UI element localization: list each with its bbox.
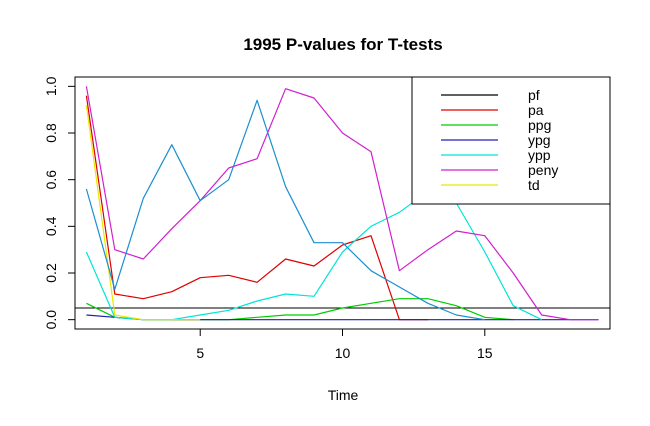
series-line-pa [85,95,428,321]
x-axis-label: Time [328,387,359,403]
series-line-unlabeled-7 [85,99,485,321]
legend-label-ppg: ppg [528,117,551,133]
y-tick-label: 0.8 [43,123,59,143]
series-line-td [85,104,201,321]
x-axis: 5 10 15 [196,328,493,361]
legend-label-ypg: ypg [528,132,551,148]
x-tick-label: 10 [335,345,351,361]
legend-label-pa: pa [528,102,544,118]
legend-label-ypp: ypp [528,147,551,163]
y-tick-label: 0.2 [43,263,59,283]
legend-label-td: td [528,177,540,193]
series-line-ppg [86,298,514,321]
series-line-peny [85,86,599,321]
y-tick-label: 0.4 [43,216,59,236]
x-tick-label: 15 [477,345,493,361]
x-tick-label: 5 [196,345,204,361]
series-line-ypg [86,314,599,321]
legend-label-peny: peny [528,162,558,178]
legend-label-pf: pf [528,87,540,103]
chart-title: 1995 P-values for T-tests [243,35,442,54]
series-line-ypp [85,190,542,321]
y-tick-label: 0.6 [43,170,59,190]
y-tick-label: 0.0 [43,310,59,330]
y-axis: 0.0 0.2 0.4 0.6 0.8 1.0 [43,76,76,330]
y-tick-label: 1.0 [43,76,59,96]
series-layer [85,86,599,321]
